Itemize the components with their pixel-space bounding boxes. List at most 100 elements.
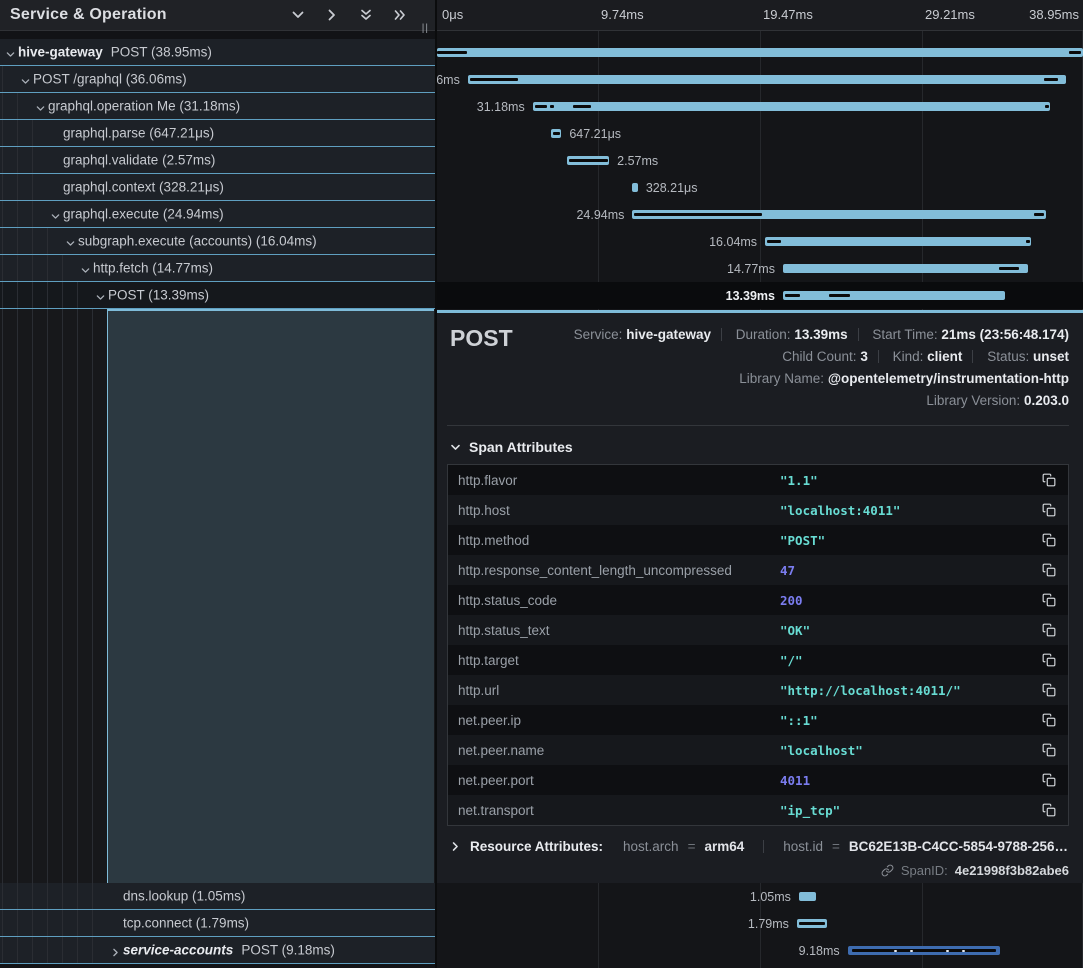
indent-guide bbox=[47, 282, 48, 308]
row-expander[interactable] bbox=[110, 945, 121, 963]
copy-value-button[interactable] bbox=[1040, 471, 1058, 489]
child-span-mark bbox=[469, 78, 518, 81]
row-expander[interactable] bbox=[5, 47, 16, 65]
attribute-key: net.transport bbox=[458, 802, 534, 818]
indent-guide bbox=[77, 937, 78, 963]
column-resize-handle[interactable]: || bbox=[421, 23, 429, 34]
copy-icon bbox=[1042, 713, 1056, 727]
indent-guide bbox=[62, 937, 63, 963]
copy-value-button[interactable] bbox=[1040, 651, 1058, 669]
expand-all-icon[interactable] bbox=[393, 8, 407, 22]
row-expander[interactable] bbox=[95, 290, 106, 308]
span-duration-bar[interactable] bbox=[566, 156, 610, 165]
span-duration-bar[interactable] bbox=[437, 48, 1083, 57]
span-detail-panel: POST Service: hive-gateway Duration: 13.… bbox=[437, 310, 1083, 883]
duration-label: 36.06ms bbox=[437, 72, 460, 87]
selected-span-detail-backdrop bbox=[107, 309, 434, 883]
collapse-all-icon[interactable] bbox=[359, 8, 373, 22]
span-duration-bar[interactable] bbox=[532, 102, 1050, 111]
chevron-down-icon[interactable] bbox=[50, 211, 61, 222]
chevron-down-icon[interactable] bbox=[5, 49, 16, 60]
timeline-row: 14.77ms bbox=[437, 255, 1083, 282]
span-attributes-section-header[interactable]: Span Attributes bbox=[450, 439, 1069, 455]
span-tree-row[interactable]: graphql.operation Me (31.18ms) bbox=[0, 93, 435, 120]
span-tree-row[interactable]: hive-gateway POST (38.95ms) bbox=[0, 39, 435, 66]
tree-rows-top: hive-gateway POST (38.95ms) POST /graphql … bbox=[0, 39, 435, 309]
copy-icon bbox=[1042, 653, 1056, 667]
span-tree-row[interactable]: graphql.parse (647.21μs) bbox=[0, 120, 435, 147]
link-icon[interactable] bbox=[881, 864, 894, 877]
chevron-down-icon[interactable] bbox=[20, 76, 31, 87]
tree-rows-bottom: dns.lookup (1.05ms) tcp.connect (1.79ms) s… bbox=[0, 883, 435, 964]
copy-value-button[interactable] bbox=[1040, 561, 1058, 579]
copy-value-button[interactable] bbox=[1040, 681, 1058, 699]
chevron-right-icon[interactable] bbox=[110, 947, 121, 958]
span-duration-bar[interactable] bbox=[632, 183, 638, 192]
span-tree-row[interactable]: http.fetch (14.77ms) bbox=[0, 255, 435, 282]
indent-guide bbox=[2, 93, 3, 119]
resource-attr-value: arm64 bbox=[704, 839, 745, 854]
resource-attr-key: host.id bbox=[783, 839, 824, 854]
span-tree-row[interactable]: graphql.context (328.21μs) bbox=[0, 174, 435, 201]
row-expander[interactable] bbox=[35, 101, 46, 119]
row-expander[interactable] bbox=[80, 263, 91, 281]
row-expander[interactable] bbox=[20, 74, 31, 92]
row-expander[interactable] bbox=[50, 209, 61, 227]
copy-value-button[interactable] bbox=[1040, 621, 1058, 639]
span-duration-bar[interactable] bbox=[798, 892, 817, 901]
span-duration-bar[interactable] bbox=[796, 919, 827, 928]
copy-icon bbox=[1042, 533, 1056, 547]
collapse-one-icon[interactable] bbox=[291, 8, 305, 22]
attribute-key: net.peer.ip bbox=[458, 712, 522, 728]
chevron-down-icon[interactable] bbox=[80, 265, 91, 276]
copy-icon bbox=[1042, 473, 1056, 487]
indent-guide bbox=[2, 228, 3, 254]
copy-value-button[interactable] bbox=[1040, 501, 1058, 519]
copy-value-button[interactable] bbox=[1040, 801, 1058, 819]
copy-value-button[interactable] bbox=[1040, 591, 1058, 609]
expand-one-icon[interactable] bbox=[325, 8, 339, 22]
indent-guide bbox=[17, 120, 18, 146]
copy-icon bbox=[1042, 623, 1056, 637]
span-duration-bar[interactable] bbox=[467, 75, 1066, 84]
copy-value-button[interactable] bbox=[1040, 771, 1058, 789]
indent-guide bbox=[92, 910, 93, 936]
span-tree-row[interactable]: service-accounts POST (9.18ms) bbox=[0, 937, 435, 964]
duration-label: 24.94ms bbox=[576, 207, 625, 222]
indent-guide bbox=[17, 174, 18, 200]
span-tree-row[interactable]: POST /graphql (36.06ms) bbox=[0, 66, 435, 93]
meta-label: Duration: bbox=[735, 327, 791, 342]
resource-attributes-row[interactable]: Resource Attributes: host.arch = arm64 h… bbox=[447, 839, 1069, 854]
span-duration-bar[interactable] bbox=[782, 291, 1006, 300]
span-tree-row[interactable]: POST (13.39ms) bbox=[0, 282, 435, 309]
child-span-mark bbox=[998, 267, 1019, 270]
chevron-down-icon[interactable] bbox=[95, 292, 106, 303]
copy-value-button[interactable] bbox=[1040, 711, 1058, 729]
span-duration-bar[interactable] bbox=[632, 210, 1046, 219]
span-duration-bar[interactable] bbox=[847, 946, 1000, 955]
timeline-row: 328.21μs bbox=[437, 174, 1083, 201]
span-duration-bar[interactable] bbox=[765, 237, 1032, 246]
span-duration-bar[interactable] bbox=[550, 129, 562, 138]
child-span-mark bbox=[784, 294, 800, 297]
indent-guide bbox=[47, 228, 48, 254]
span-tree-row[interactable]: tcp.connect (1.79ms) bbox=[0, 910, 435, 937]
attribute-value: "localhost" bbox=[780, 742, 863, 758]
meta-label: Child Count: bbox=[782, 349, 857, 364]
span-duration-bar[interactable] bbox=[782, 264, 1028, 273]
row-expander[interactable] bbox=[65, 236, 76, 254]
chevron-down-icon[interactable] bbox=[35, 103, 46, 114]
span-id-label: SpanID: bbox=[900, 863, 948, 878]
indent-guide bbox=[62, 282, 63, 308]
indent-guide bbox=[62, 910, 63, 936]
span-tree-row[interactable]: subgraph.execute (accounts) (16.04ms) bbox=[0, 228, 435, 255]
copy-value-button[interactable] bbox=[1040, 741, 1058, 759]
child-span-mark bbox=[568, 159, 608, 162]
chevron-down-icon[interactable] bbox=[65, 238, 76, 249]
span-tree-row[interactable]: graphql.validate (2.57ms) bbox=[0, 147, 435, 174]
duration-label: 31.18ms bbox=[476, 99, 525, 114]
span-tree-row[interactable]: graphql.execute (24.94ms) bbox=[0, 201, 435, 228]
span-tree-row[interactable]: dns.lookup (1.05ms) bbox=[0, 883, 435, 910]
child-span-mark bbox=[767, 240, 782, 243]
copy-value-button[interactable] bbox=[1040, 531, 1058, 549]
